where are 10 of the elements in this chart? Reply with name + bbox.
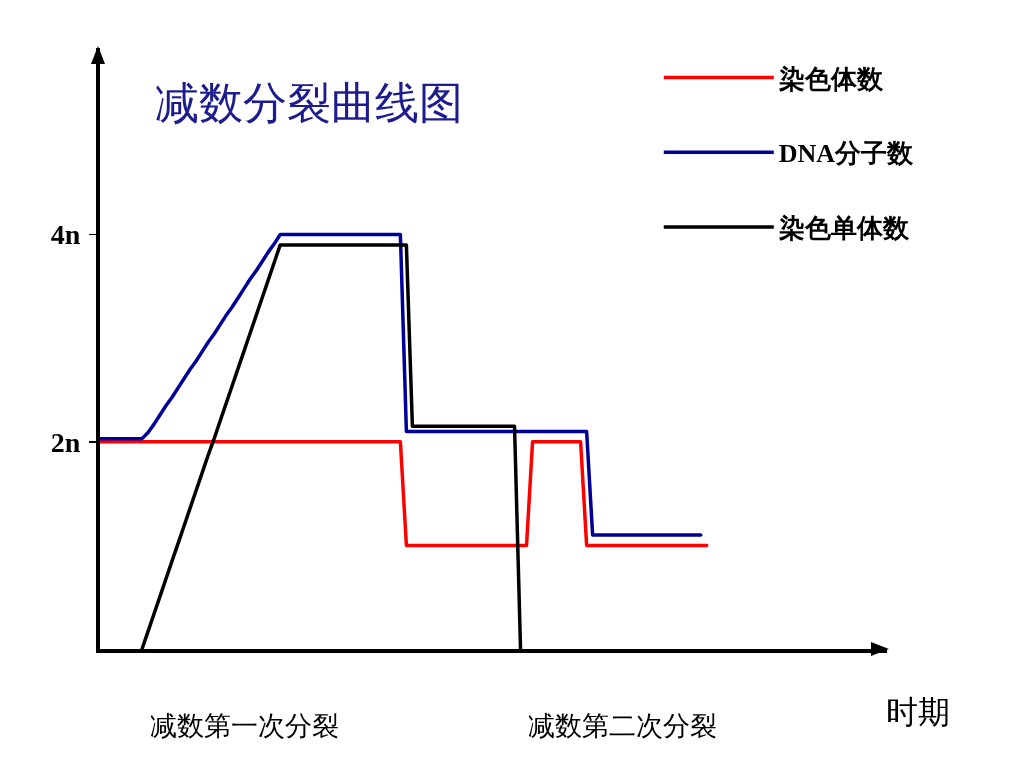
legend-label: 染色体数	[777, 64, 884, 94]
x-axis-title: 时期	[886, 694, 950, 730]
x-tick-label: 减数第一次分裂	[149, 711, 339, 742]
y-tick-label: 4n	[50, 219, 81, 251]
y-tick-label: 2n	[50, 426, 81, 458]
legend-label: DNA分子数	[778, 139, 915, 169]
text: 减数分裂曲线图	[155, 79, 464, 129]
legend-label: 染色单体数	[777, 214, 910, 244]
x-tick-label: 减数第二次分裂	[528, 711, 718, 742]
line-series	[100, 232, 703, 537]
